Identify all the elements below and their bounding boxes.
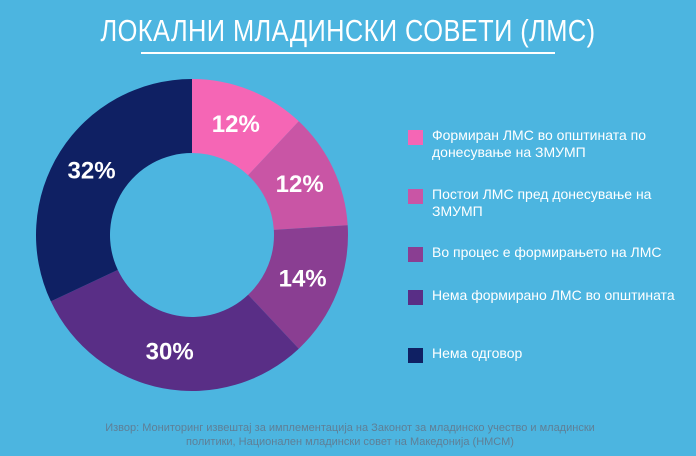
donut-slice (192, 79, 299, 176)
legend-swatch (408, 247, 423, 262)
legend-swatch (408, 348, 423, 363)
legend-label: Постои ЛМС пред донесување на ЗМУМП (432, 186, 652, 219)
donut-slice (248, 225, 348, 349)
legend-label: Во процес е формирањето на ЛМС (432, 244, 662, 260)
legend-item: Нема одговор (408, 345, 678, 363)
legend-item: Во процес е формирањето на ЛМС (408, 244, 678, 262)
legend-label: Нема одговор (432, 345, 523, 361)
donut-slice (50, 269, 299, 392)
legend-swatch (408, 189, 423, 204)
legend-item: Постои ЛМС пред донесување на ЗМУМП (408, 186, 678, 220)
slice-value-label: 12% (276, 171, 324, 198)
legend-swatch (408, 130, 423, 145)
legend-label: Формиран ЛМС во општината по донесување … (432, 127, 646, 160)
donut-chart: 12% 12% 14% 30% 32% (35, 79, 348, 392)
slice-value-label: 12% (212, 111, 260, 138)
title-underline (141, 52, 555, 54)
legend-label: Нема формирано ЛМС во општината (432, 287, 675, 303)
slice-value-label: 32% (68, 158, 116, 185)
legend-item: Нема формирано ЛМС во општината (408, 287, 678, 305)
legend-item: Формиран ЛМС во општината по донесување … (408, 127, 678, 161)
donut-slice (248, 121, 348, 230)
legend-swatch (408, 290, 423, 305)
slice-value-label: 14% (279, 265, 327, 292)
chart-title: ЛОКАЛНИ МЛАДИНСКИ СОВЕТИ (ЛМС) (100, 13, 596, 48)
slice-value-label: 30% (146, 338, 194, 365)
donut-slice (35, 79, 192, 302)
source-note: Извор: Мониторинг извештај за имплемента… (105, 422, 595, 448)
